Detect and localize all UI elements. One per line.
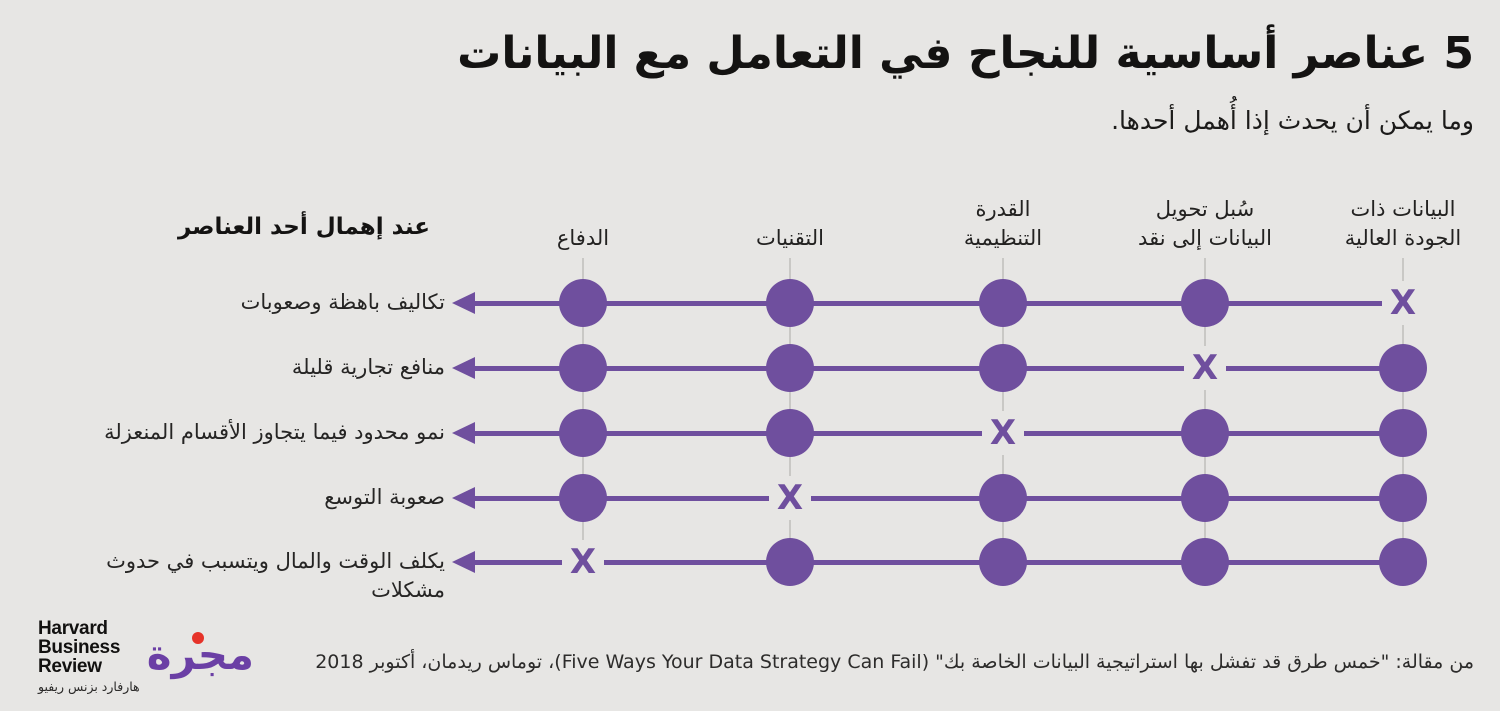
neglected-x-marker: X xyxy=(1384,281,1422,325)
row-arrow-line xyxy=(1226,366,1403,371)
row-arrow-line xyxy=(473,366,1184,371)
row-arrow-line xyxy=(811,496,1403,501)
element-dot xyxy=(1181,538,1229,586)
element-dot xyxy=(766,409,814,457)
source-attribution: من مقالة: "خمس طرق قد تفشل بها استراتيجي… xyxy=(315,651,1474,673)
column-header: البيانات ذات الجودة العالية xyxy=(1344,197,1462,250)
neglected-x-marker: X xyxy=(771,476,809,520)
left-arrowhead-icon xyxy=(452,357,475,379)
majarra-red-dot-icon xyxy=(192,632,204,644)
hbr-logo-line2: Business xyxy=(38,637,121,658)
row-arrow-line xyxy=(473,496,769,501)
neglected-x-marker: X xyxy=(564,540,602,584)
column-header: التقنيات xyxy=(755,225,825,250)
majarra-logo-text: مجرة xyxy=(146,630,254,679)
element-dot xyxy=(1379,344,1427,392)
element-dot xyxy=(766,538,814,586)
element-dot xyxy=(559,474,607,522)
element-dot xyxy=(979,538,1027,586)
column-header: الدفاع xyxy=(556,225,610,250)
row-arrow-line xyxy=(473,431,982,436)
majarra-logo: مجرة xyxy=(147,622,254,692)
row-group-header: عند إهمال أحد العناصر xyxy=(177,214,430,240)
left-arrowhead-icon xyxy=(452,487,475,509)
element-dot xyxy=(559,279,607,327)
row-label: منافع تجارية قليلة xyxy=(291,355,445,379)
hbr-logo: Harvard Business Review هارفارد بزنس ريف… xyxy=(38,619,140,694)
element-dot xyxy=(979,344,1027,392)
hbr-logo-arabic: هارفارد بزنس ريفيو xyxy=(38,679,140,694)
element-dot xyxy=(766,344,814,392)
element-dot xyxy=(1181,409,1229,457)
element-dot xyxy=(1379,474,1427,522)
neglected-x-marker: X xyxy=(1186,346,1224,390)
row-label: يكلف الوقت والمال ويتسبب في حدوث مشكلات xyxy=(106,549,445,602)
row-label: تكاليف باهظة وصعوبات xyxy=(240,290,445,314)
element-dot xyxy=(979,474,1027,522)
element-dot xyxy=(1379,538,1427,586)
element-dot xyxy=(559,344,607,392)
row-label: نمو محدود فيما يتجاوز الأقسام المنعزلة xyxy=(104,420,445,444)
row-arrow-line xyxy=(473,301,1382,306)
left-arrowhead-icon xyxy=(452,292,475,314)
element-dot xyxy=(559,409,607,457)
element-dot xyxy=(979,279,1027,327)
element-dot xyxy=(1379,409,1427,457)
page-title: 5 عناصر أساسية للنجاح في التعامل مع البي… xyxy=(457,28,1474,79)
element-dot xyxy=(1181,279,1229,327)
hbr-logo-line1: Harvard xyxy=(38,618,108,639)
row-label: صعوبة التوسع xyxy=(324,485,445,509)
left-arrowhead-icon xyxy=(452,551,475,573)
column-header: سُبل تحويل البيانات إلى نقد xyxy=(1138,197,1272,250)
hbr-logo-line3: Review xyxy=(38,656,102,677)
element-dot xyxy=(1181,474,1229,522)
row-arrow-line xyxy=(473,560,562,565)
left-arrowhead-icon xyxy=(452,422,475,444)
page-subtitle: وما يمكن أن يحدث إذا أُهمل أحدها. xyxy=(1111,106,1474,135)
neglected-x-marker: X xyxy=(984,411,1022,455)
element-dot xyxy=(766,279,814,327)
column-header: القدرة التنظيمية xyxy=(963,197,1043,250)
